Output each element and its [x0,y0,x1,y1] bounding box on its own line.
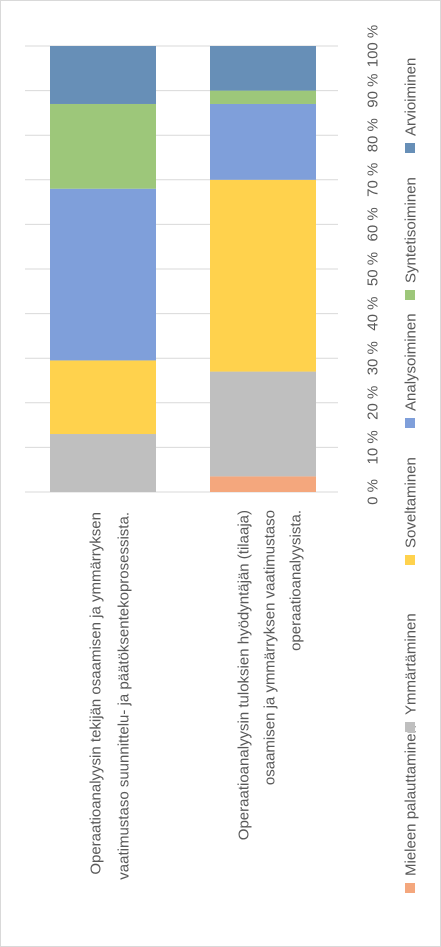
bar-segment [210,179,316,372]
tick-label: 80 % [365,118,382,152]
legend-swatch [405,290,415,300]
bar-segment [50,360,156,435]
bar-segment [50,188,156,361]
tick-label: 20 % [365,386,382,420]
bar-segment [210,46,316,91]
legend-swatch [405,883,415,893]
tick-label: 50 % [365,252,382,286]
legend-label: Soveltaminen [403,457,420,548]
tick-label: 90 % [365,73,382,107]
legend-label: Arvioiminen [403,58,420,136]
category-label: operaatioanalyysista. [288,510,305,651]
tick-label: 40 % [365,296,382,330]
tick-label: 70 % [365,163,382,197]
tick-label: 0 % [365,479,382,505]
legend-swatch [405,722,415,732]
bar-segment [210,371,316,477]
tick-label: 100 % [365,25,382,68]
legend-label: Mieleen palauttaminen [403,725,420,876]
category-label: osaamisen ja ymmärryksen vaatimustaso [262,510,279,785]
tick-label: 30 % [365,341,382,375]
bar-segment [50,103,156,189]
legend-swatch [405,143,415,153]
legend-label: Ymmärtäminen [403,613,420,715]
bar-segment [210,476,316,492]
legend-label: Syntetisoiminen [403,177,420,283]
legend-label: Analysoiminen [403,313,420,411]
bar-segment [210,103,316,180]
category-label: Operaatioanalyysin tekijän osaamisen ja … [88,512,105,875]
category-label: vaatimustaso suunnittelu- ja päätöksente… [116,512,133,880]
bar-segment [50,46,156,104]
category-label: Operaatioanalyysin tuloksien hyödyntäjän… [236,510,253,840]
bar-segment [50,434,156,492]
tick-label: 10 % [365,430,382,464]
tick-label: 60 % [365,207,382,241]
legend-swatch [405,555,415,565]
bar-segment [210,90,316,104]
legend-swatch [405,418,415,428]
